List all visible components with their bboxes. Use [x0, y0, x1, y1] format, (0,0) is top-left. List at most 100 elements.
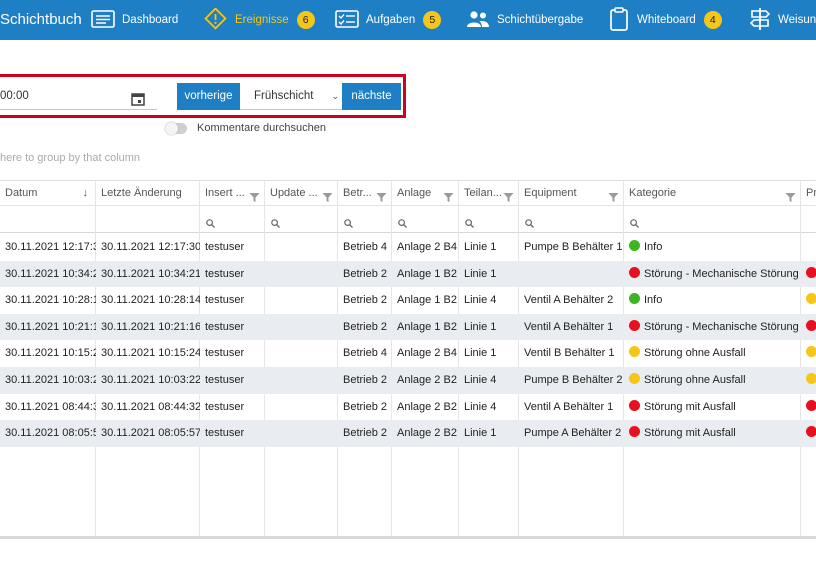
- cell-datum: 30.11.2021 08:05:57: [5, 427, 96, 440]
- column-header-label: Teilan...: [464, 187, 502, 199]
- filter-cell-anlage[interactable]: [392, 206, 459, 233]
- cell-insert-user: testuser: [205, 347, 245, 360]
- search-icon: [206, 215, 215, 233]
- cell-prioritaet: [801, 261, 816, 288]
- column-header-betrieb[interactable]: Betr...: [338, 181, 392, 206]
- filter-cell-update-user[interactable]: [265, 206, 338, 233]
- category-label: Störung - Mechanische Störung: [644, 320, 799, 333]
- table-row[interactable]: 30.11.2021 10:34:21 30.11.2021 10:34:21 te…: [0, 260, 816, 288]
- table-row[interactable]: 30.11.2021 08:44:32 30.11.2021 08:44:32 te…: [0, 394, 816, 421]
- column-header-kategorie[interactable]: Kategorie: [624, 181, 801, 206]
- category-status-dot: [629, 346, 640, 358]
- shift-select[interactable]: Frühschicht ⌄: [240, 83, 342, 110]
- filter-cell-betrieb[interactable]: [338, 206, 392, 233]
- priority-status-dot: [806, 399, 816, 411]
- cell-datum: 30.11.2021 10:21:16: [5, 320, 96, 333]
- table-row[interactable]: 30.11.2021 10:15:24 30.11.2021 10:15:24 te…: [0, 340, 816, 367]
- cell-prioritaet: [801, 287, 816, 314]
- filter-icon[interactable]: [443, 188, 454, 206]
- nav-badge: 4: [703, 11, 722, 29]
- cell-equipment: [519, 261, 624, 288]
- cell-datum: 30.11.2021 08:44:32: [5, 400, 96, 413]
- column-header-datum[interactable]: Datum ↓: [0, 181, 96, 206]
- column-header-insert-user[interactable]: Insert ...: [200, 181, 265, 206]
- column-header-update-user[interactable]: Update ...: [265, 181, 338, 206]
- cell-datum: 30.11.2021 12:17:30: [5, 241, 96, 253]
- filter-icon[interactable]: [322, 188, 333, 206]
- filter-icon[interactable]: [608, 188, 619, 206]
- toggle-label: Kommentare durchsuchen: [197, 122, 327, 134]
- priority-status-dot: [806, 373, 816, 384]
- cell-letzte-aenderung: 30.11.2021 10:28:14: [101, 294, 200, 307]
- users-icon: [466, 10, 490, 31]
- cell-insert-user: testuser: [205, 320, 245, 333]
- cell-letzte-aenderung: 30.11.2021 10:15:24: [101, 347, 200, 360]
- nav-item-aufgaben[interactable]: Aufgaben 5: [335, 0, 442, 40]
- category-label: Störung mit Ausfall: [644, 427, 736, 440]
- column-header-label: Betr...: [343, 187, 372, 199]
- cell-update-user: [265, 261, 338, 288]
- column-header-label: Letzte Änderung: [101, 187, 182, 199]
- cell-prioritaet: [801, 314, 816, 341]
- cell-kategorie: Störung - Mechanische Störung: [624, 261, 801, 288]
- filter-cell-equipment[interactable]: [519, 206, 624, 233]
- category-label: Störung - Mechanische Störung: [644, 267, 799, 280]
- table-row[interactable]: 30.11.2021 10:03:22 30.11.2021 10:03:22 te…: [0, 367, 816, 394]
- search-icon: [465, 215, 474, 233]
- cell-datum: 30.11.2021 10:03:22: [5, 374, 96, 386]
- cell-equipment: Ventil A Behälter 1: [524, 400, 614, 413]
- nav-item-schichtuebergabe[interactable]: Schichtübergabe: [466, 0, 583, 40]
- column-header-label: Kategorie: [629, 187, 677, 199]
- column-header-anlage[interactable]: Anlage: [392, 181, 459, 206]
- filter-icon[interactable]: [503, 188, 514, 206]
- table-row[interactable]: 30.11.2021 10:21:16 30.11.2021 10:21:16 te…: [0, 313, 816, 341]
- column-header-equipment[interactable]: Equipment: [519, 181, 624, 206]
- cell-letzte-aenderung: 30.11.2021 08:05:57: [101, 427, 200, 440]
- cell-kategorie: Info: [624, 234, 801, 261]
- filter-icon[interactable]: [249, 188, 260, 206]
- cell-prioritaet: [801, 340, 816, 367]
- priority-status-dot: [806, 293, 816, 305]
- column-header-teilanlage[interactable]: Teilan...: [459, 181, 519, 206]
- grid-bottom-border: [0, 536, 816, 539]
- cell-anlage: Anlage 2 B4: [397, 241, 457, 253]
- filter-icon[interactable]: [785, 188, 796, 206]
- clipboard-icon: [608, 6, 630, 34]
- cell-equipment: Ventil B Behälter 1: [524, 347, 615, 360]
- calendar-icon[interactable]: [131, 89, 145, 117]
- filter-cell-teilanlage[interactable]: [459, 206, 519, 233]
- nav-badge: 6: [296, 11, 315, 29]
- chevron-down-icon: ⌄: [331, 91, 339, 101]
- column-divider: [391, 181, 392, 537]
- category-label: Störung ohne Ausfall: [644, 374, 746, 386]
- cell-update-user: [265, 340, 338, 367]
- filter-icon[interactable]: [376, 188, 387, 206]
- column-header-prioritaet[interactable]: Pr: [801, 181, 816, 206]
- table-row[interactable]: 30.11.2021 08:05:57 30.11.2021 08:05:57 te…: [0, 420, 816, 447]
- datetime-input[interactable]: 00:00: [0, 82, 157, 110]
- cell-update-user: [265, 367, 338, 394]
- cell-datum: 30.11.2021 10:28:14: [5, 294, 96, 307]
- table-row[interactable]: 30.11.2021 10:28:14 30.11.2021 10:28:14 te…: [0, 287, 816, 314]
- cell-anlage: Anlage 2 B4: [397, 347, 457, 360]
- nav-item-dashboard[interactable]: Dashboard: [91, 0, 178, 40]
- cell-letzte-aenderung: 30.11.2021 10:03:22: [101, 374, 200, 386]
- app-title[interactable]: Schichtbuch: [0, 11, 82, 28]
- cell-teilanlage: Linie 1: [464, 320, 497, 333]
- column-header-label: Anlage: [397, 187, 432, 199]
- search-icon: [630, 215, 639, 233]
- next-shift-button[interactable]: nächste: [342, 83, 401, 110]
- previous-shift-button[interactable]: vorherige: [177, 83, 240, 110]
- filter-cell-kategorie[interactable]: [624, 206, 801, 233]
- nav-item-ereignisse[interactable]: Ereignisse 6: [203, 0, 315, 40]
- comment-search-toggle[interactable]: [165, 121, 187, 135]
- priority-status-dot: [806, 346, 816, 358]
- column-header-letzte-aenderung[interactable]: Letzte Änderung: [96, 181, 200, 206]
- cell-equipment: Pumpe B Behälter 2: [524, 374, 623, 386]
- cell-kategorie: Störung ohne Ausfall: [624, 340, 801, 367]
- filter-cell-insert-user[interactable]: [200, 206, 265, 233]
- category-status-dot: [629, 266, 640, 278]
- table-row[interactable]: 30.11.2021 12:17:30 30.11.2021 12:17:30 te…: [0, 234, 816, 261]
- nav-item-whiteboard[interactable]: Whiteboard 4: [608, 0, 722, 40]
- nav-item-weisung[interactable]: Weisung: [749, 0, 816, 40]
